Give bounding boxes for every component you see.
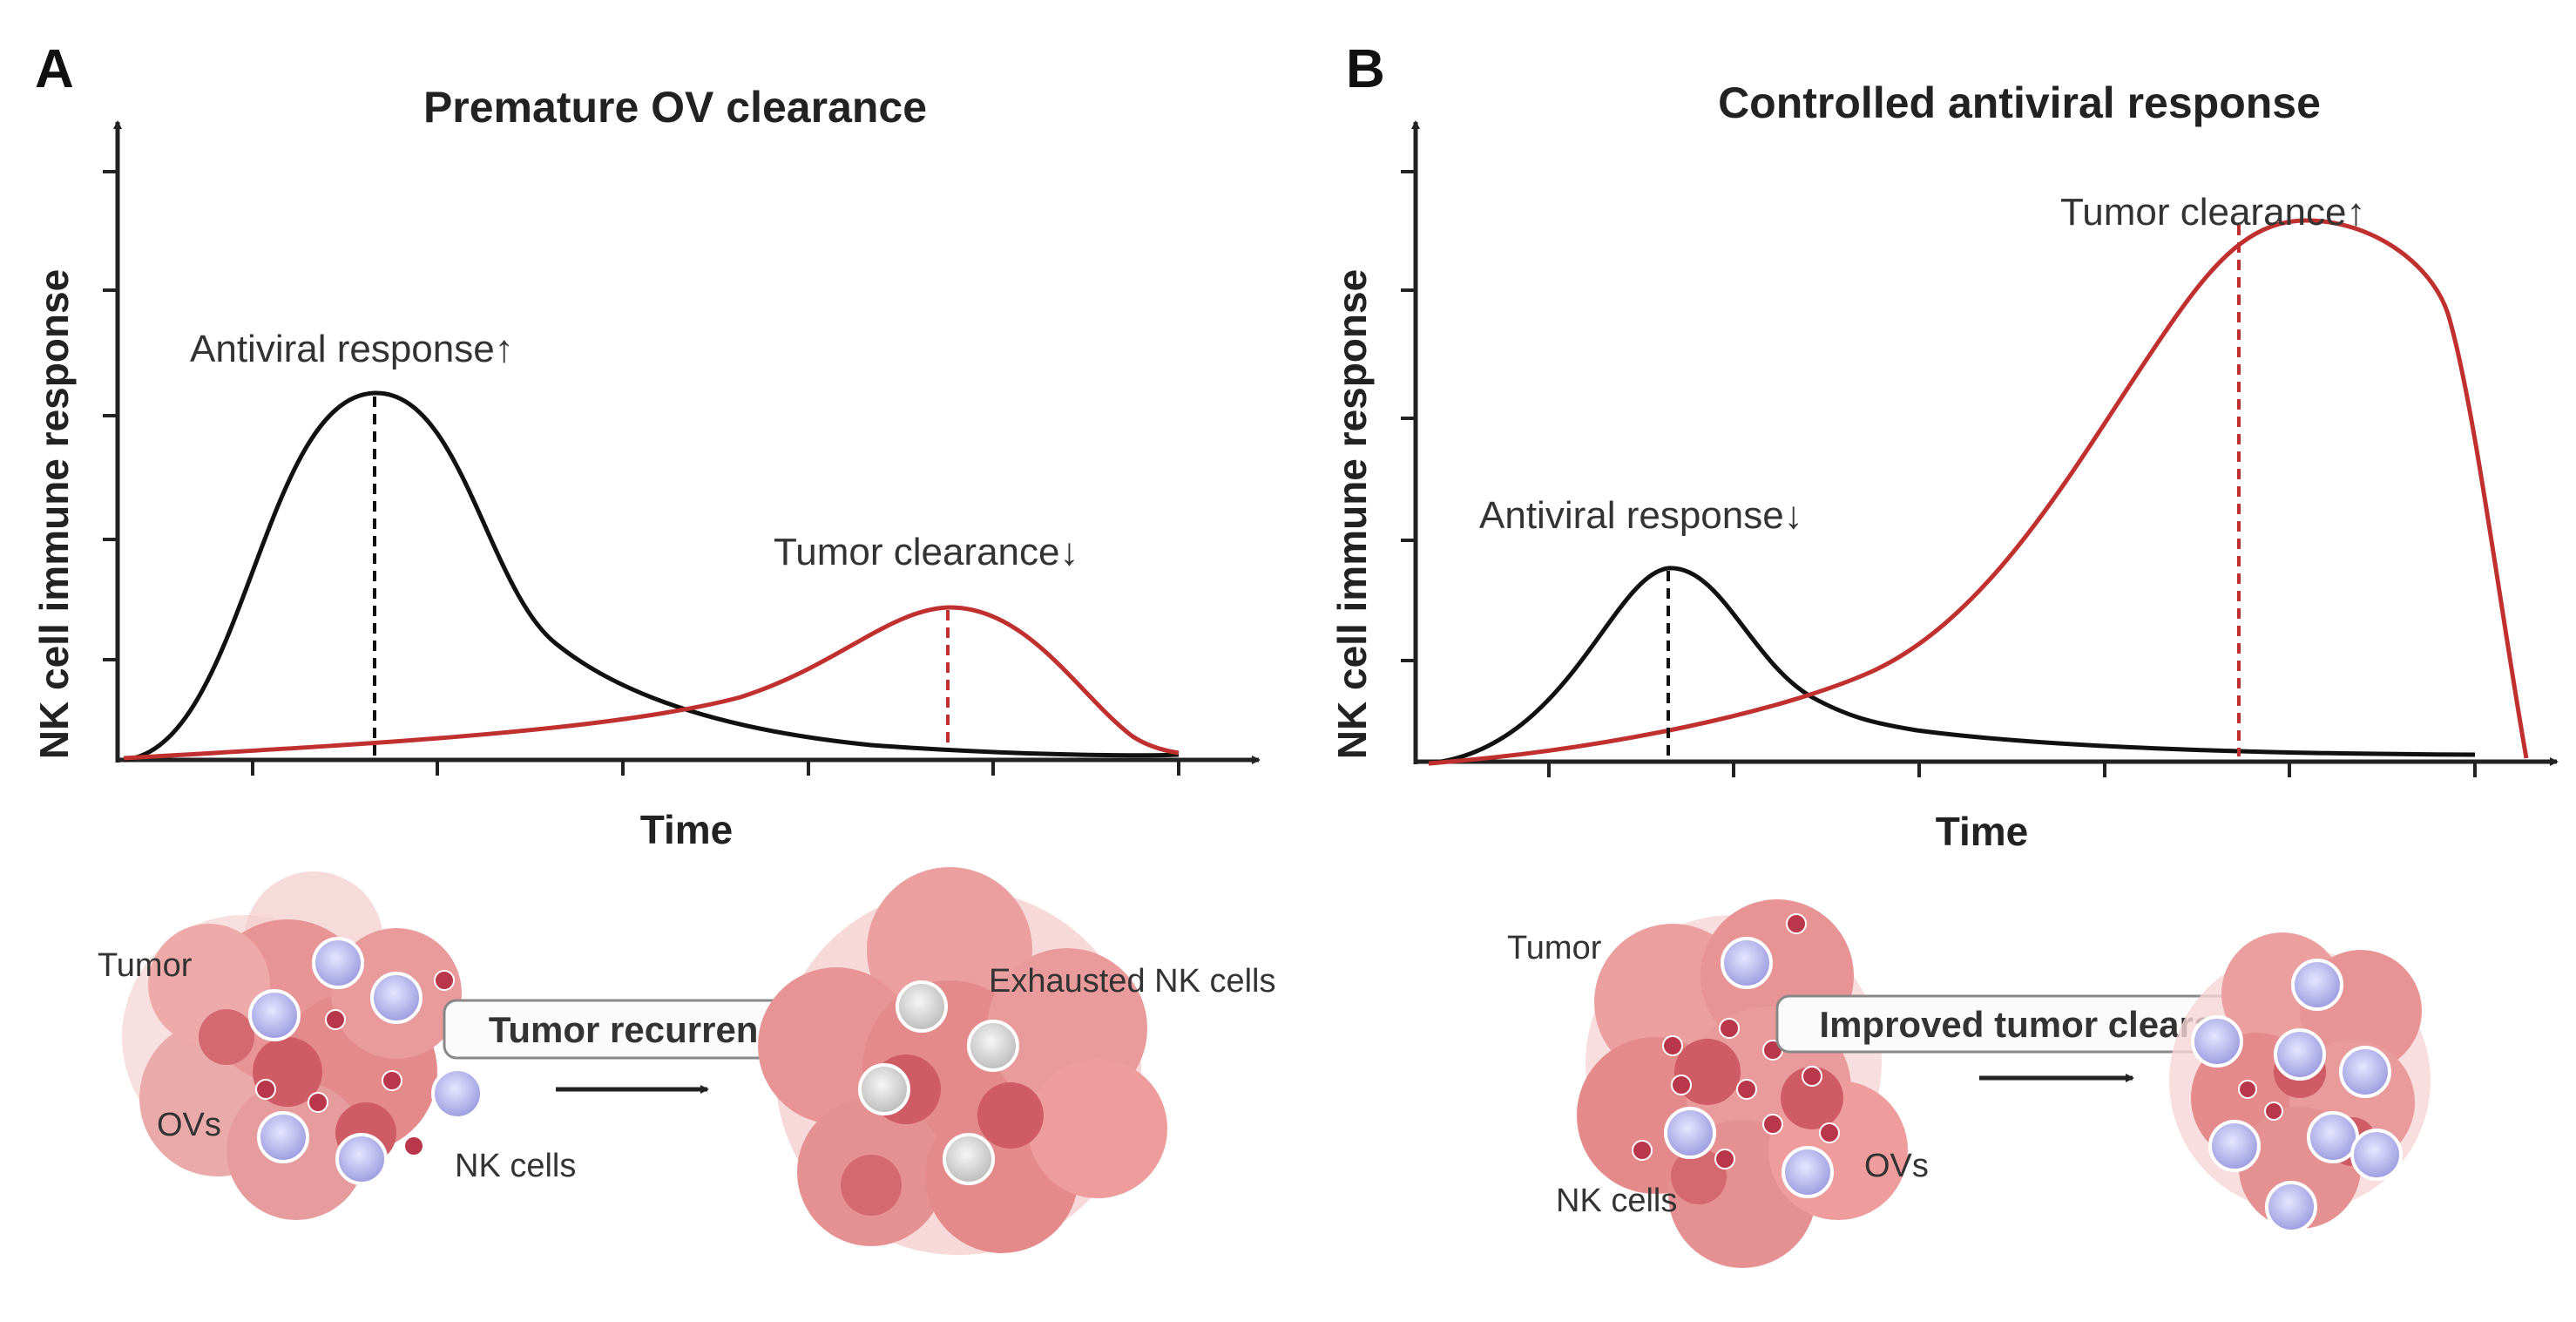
y-ticks-b (1401, 170, 1416, 662)
y-axis-label-b: NK cell immune response (1329, 269, 1375, 759)
ov-particles-a (255, 970, 455, 1156)
ovs-label-a: OVs (157, 1107, 221, 1143)
antiviral-annotation-a: Antiviral response↑ (190, 328, 514, 370)
tumor-curve-b (1428, 218, 2529, 766)
antiviral-annotation-b: Antiviral response↓ (1479, 494, 1803, 537)
tumor-annotation-a: Tumor clearance↓ (774, 531, 1079, 573)
panel-letter-a: A (35, 39, 74, 99)
panel-letter-b: B (1346, 39, 1385, 99)
x-ticks-a (251, 760, 1180, 776)
ovs-label-b: OVs (1864, 1148, 1929, 1184)
panel-a: A Premature OV clearance NK cell immune … (31, 39, 1276, 1255)
x-axis-label-a: Time (640, 807, 734, 852)
tumor-label-a: Tumor (98, 947, 193, 984)
antiviral-curve-a (123, 390, 1180, 763)
tumor-annotation-b: Tumor clearance↑ (2060, 191, 2366, 234)
nk-cells-after-b (2191, 959, 2403, 1233)
panel-title-b: Controlled antiviral response (1718, 78, 2321, 127)
x-axis-label-b: Time (1936, 809, 2029, 854)
exhausted-nk-label: Exhausted NK cells (989, 963, 1276, 1000)
y-axis-label-a: NK cell immune response (31, 269, 77, 759)
tumor-mass-before-a (122, 871, 462, 1220)
nk-cells-label-b: NK cells (1556, 1183, 1677, 1219)
y-ticks-a (103, 170, 118, 661)
tumor-recurrence-label: Tumor recurrence (489, 1009, 799, 1050)
tumor-diagram-a: Tumor OVs NK cells Tumor recurrence (98, 867, 1276, 1255)
ov-particles-after-b (2238, 1080, 2283, 1121)
tumor-mass-after-a (758, 867, 1167, 1255)
antiviral-curve-b (1428, 566, 2476, 766)
tumor-diagram-b: Tumor NK cells OVs Improved tumor cleara… (1507, 899, 2431, 1268)
tumor-curve-a (123, 605, 1180, 761)
panel-title-a: Premature OV clearance (423, 83, 927, 132)
nk-cells-b (1664, 937, 1834, 1198)
tumor-label-b: Tumor (1507, 930, 1602, 966)
nk-cells-a (248, 937, 483, 1185)
exhausted-nk-cells (858, 980, 1019, 1185)
nk-cells-label-a: NK cells (455, 1148, 576, 1184)
panel-b: B Controlled antiviral response NK cell … (1329, 39, 2559, 1268)
x-ticks-b (1547, 762, 2477, 777)
